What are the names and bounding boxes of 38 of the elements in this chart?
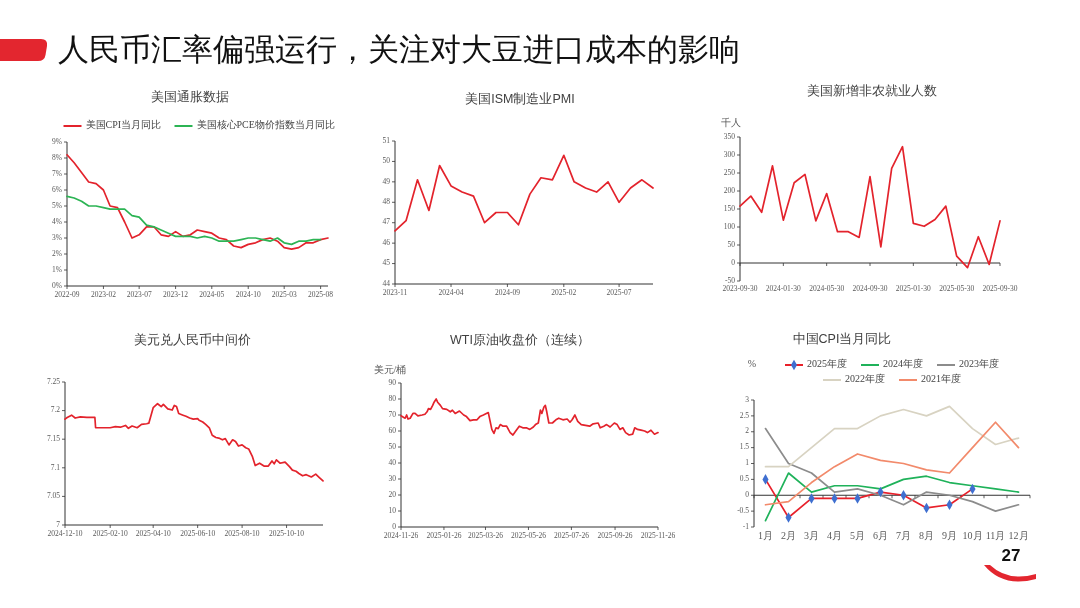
line-series xyxy=(394,154,654,232)
x-tick-label: 5月 xyxy=(850,530,865,542)
legend-label: 美国核心PCE物价指数当月同比 xyxy=(196,119,335,131)
text: 27 xyxy=(1001,546,1021,566)
x-tick-label: 6月 xyxy=(873,530,888,542)
x-tick-label: 3月 xyxy=(804,530,819,542)
line-series xyxy=(739,145,1001,269)
y-axis-title: 千人 xyxy=(721,117,741,129)
x-tick-label: 9月 xyxy=(942,530,957,542)
chart-title: WTI原油收盘价（连续） xyxy=(450,333,590,348)
chart-title: 美国新增非农就业人数 xyxy=(807,83,937,99)
legend-label: 2021年度 xyxy=(921,373,961,385)
x-tick-label: 7月 xyxy=(896,530,911,542)
y-axis-title: 美元/桶 xyxy=(373,364,407,376)
legend-label: 2025年度 xyxy=(807,358,847,370)
line-series xyxy=(764,472,1020,522)
line-series xyxy=(64,402,324,482)
line-series xyxy=(66,153,329,251)
chart-title: 中国CPI当月同比 xyxy=(792,332,892,347)
x-tick-label: 12月 xyxy=(1008,530,1029,542)
chart-title: 美元兑人民币中间价 xyxy=(133,332,251,348)
legend-label: 2022年度 xyxy=(845,373,885,385)
x-tick-label: 2月 xyxy=(781,530,796,542)
x-tick-label: 10月 xyxy=(962,530,983,542)
x-tick-label: 8月 xyxy=(919,530,934,542)
chart-title: 美国ISM制造业PMI xyxy=(465,91,575,107)
text: 人民币汇率偏强运行，关注对大豆进口成本的影响 xyxy=(58,32,740,68)
x-tick-label: 11月 xyxy=(985,530,1006,542)
line-series xyxy=(66,195,322,246)
line-series xyxy=(764,405,1020,468)
legend-label: 2024年度 xyxy=(883,358,923,370)
y-axis-title: % xyxy=(747,358,757,370)
legend-label: 美国CPI当月同比 xyxy=(85,119,162,131)
x-tick-label: 4月 xyxy=(827,530,842,542)
line-series xyxy=(400,398,659,436)
legend-label: 2023年度 xyxy=(959,358,999,370)
chart-title: 美国通胀数据 xyxy=(151,89,229,105)
x-tick-label: 1月 xyxy=(758,530,773,542)
